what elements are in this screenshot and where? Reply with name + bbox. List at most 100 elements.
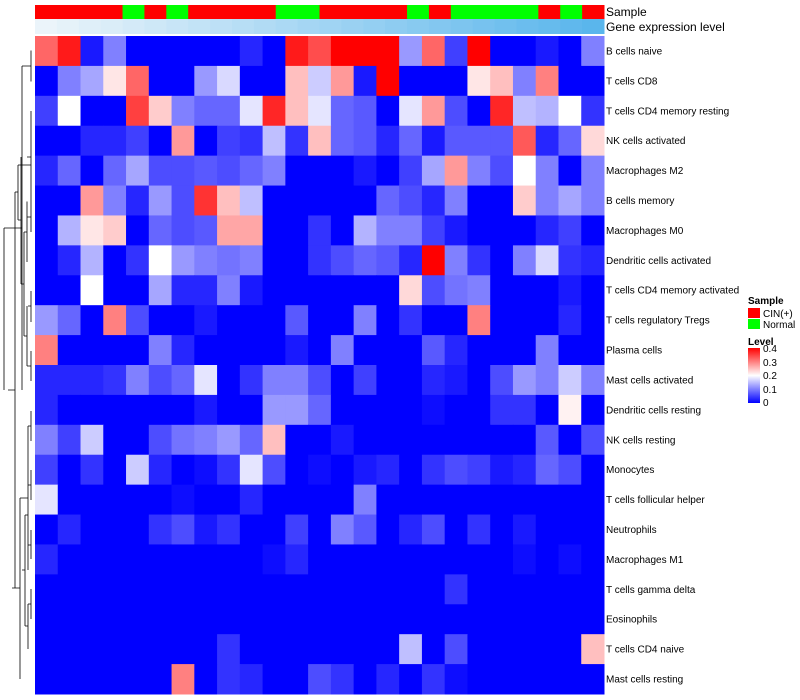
heatmap-cell <box>490 514 514 545</box>
heatmap-cell <box>126 574 150 605</box>
heatmap-cell <box>490 394 514 426</box>
heatmap-cell <box>239 544 264 575</box>
heatmap-cell <box>558 335 582 366</box>
row-label: Dendritic cells resting <box>606 405 701 416</box>
heatmap-cell <box>376 305 400 336</box>
heatmap-cell <box>558 394 582 426</box>
heatmap-cell <box>194 365 218 396</box>
heatmap-cell <box>330 394 355 426</box>
heatmap-cell <box>308 275 332 306</box>
heatmap-cell <box>490 634 514 665</box>
heatmap-cell <box>467 604 491 635</box>
heatmap-cell <box>57 454 82 486</box>
heatmap-cell <box>330 275 355 306</box>
heatmap-cell <box>262 394 286 426</box>
heatmap-cell <box>444 484 468 516</box>
heatmap-cell <box>421 305 446 336</box>
heatmap-cell <box>239 514 264 545</box>
heatmap-cell <box>285 634 309 665</box>
row-label: Macrophages M2 <box>606 166 684 177</box>
heatmap-cell <box>194 514 218 545</box>
heatmap-cell <box>376 544 400 575</box>
heatmap-cell <box>558 65 582 97</box>
heatmap-cell <box>330 155 355 187</box>
heatmap-cell <box>103 514 127 545</box>
heatmap-cell <box>148 155 173 187</box>
heatmap-cell <box>57 275 82 306</box>
heatmap-cell <box>512 185 537 216</box>
heatmap-cell <box>490 484 514 516</box>
sample-legend: Sample CIN(+) Normal <box>748 296 795 331</box>
heatmap-cell <box>512 394 537 426</box>
heatmap-cell <box>126 215 150 246</box>
row-label: Dendritic cells activated <box>606 256 711 267</box>
heatmap-cell <box>330 604 355 635</box>
heatmap-cell <box>57 574 82 605</box>
heatmap-cell <box>285 544 309 575</box>
heatmap-cell <box>558 514 582 545</box>
heatmap-cell <box>353 634 377 665</box>
row-label: Macrophages M1 <box>606 555 684 566</box>
heatmap-cell <box>80 245 104 276</box>
gene-annotation-cell <box>428 19 452 34</box>
heatmap-cell <box>171 514 195 545</box>
gene-annotation-cell <box>100 19 124 34</box>
heatmap-cell <box>126 514 150 545</box>
heatmap-cell <box>194 604 218 635</box>
heatmap-cell <box>239 95 264 127</box>
heatmap-cell <box>376 65 400 97</box>
heatmap-cell <box>80 544 104 575</box>
heatmap-cell <box>80 664 104 695</box>
heatmap-cell <box>80 574 104 605</box>
heatmap-cell <box>399 514 423 545</box>
heatmap-cell <box>444 604 468 635</box>
heatmap-cell <box>444 155 468 187</box>
heatmap-cell <box>103 604 127 635</box>
heatmap-cell <box>581 305 605 336</box>
heatmap-cell <box>535 514 559 545</box>
heatmap-cell <box>376 125 400 157</box>
sample-annotation-cell <box>560 5 583 19</box>
heatmap-cell <box>490 65 514 97</box>
heatmap-cell <box>535 664 559 695</box>
row-label: Plasma cells <box>606 346 662 357</box>
heatmap-cell <box>512 604 537 635</box>
heatmap-cell <box>126 65 150 97</box>
heatmap-cell <box>512 574 537 605</box>
gene-annotation-cell <box>253 19 277 34</box>
heatmap-cell <box>217 36 241 67</box>
heatmap-cell <box>148 365 173 396</box>
heatmap-cell <box>558 664 582 695</box>
heatmap-cell <box>57 335 82 366</box>
heatmap-cell <box>330 365 355 396</box>
heatmap-cell <box>444 36 468 67</box>
heatmap-cell <box>217 634 241 665</box>
level-tick-0.4: 0.4 <box>763 344 777 355</box>
heatmap-cell <box>285 335 309 366</box>
heatmap-cell <box>490 305 514 336</box>
heatmap-cell <box>421 65 446 97</box>
heatmap-cell <box>80 95 104 127</box>
heatmap-cell <box>103 574 127 605</box>
heatmap-cell <box>35 365 59 396</box>
heatmap-cell <box>80 215 104 246</box>
heatmap-cell <box>535 394 559 426</box>
heatmap-cell <box>353 544 377 575</box>
heatmap-cell <box>535 424 559 456</box>
heatmap-cell <box>421 544 446 575</box>
heatmap-cell <box>581 544 605 575</box>
heatmap-cell <box>399 394 423 426</box>
heatmap-cell <box>308 574 332 605</box>
sample-annotation-cell <box>78 5 102 19</box>
heatmap-cell <box>148 454 173 486</box>
heatmap-cell <box>194 484 218 516</box>
gene-annotation-cell <box>144 19 167 34</box>
sample-annotation-cell <box>538 5 561 19</box>
heatmap-cell <box>353 36 377 67</box>
heatmap-cell <box>558 215 582 246</box>
heatmap-cell <box>103 185 127 216</box>
heatmap-cell <box>171 95 195 127</box>
heatmap-cell <box>126 155 150 187</box>
heatmap-cell <box>467 574 491 605</box>
heatmap-cell <box>57 65 82 97</box>
